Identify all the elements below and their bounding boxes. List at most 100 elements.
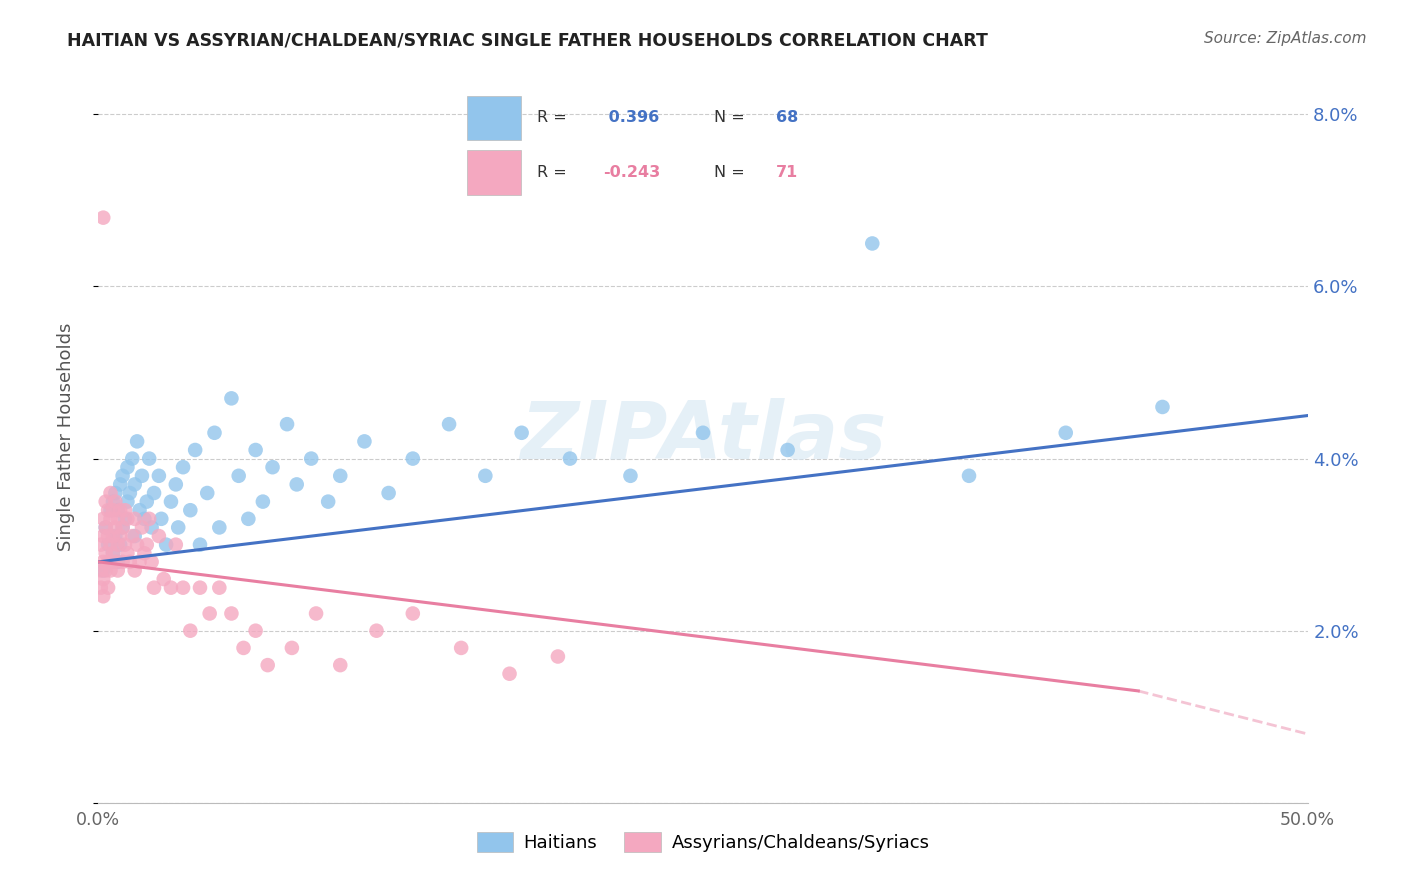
Point	[195, 486, 218, 500]
Point	[108, 477, 131, 491]
Point	[114, 538, 136, 552]
Point	[101, 494, 124, 508]
Point	[91, 572, 114, 586]
Point	[107, 555, 129, 569]
Point	[245, 624, 267, 638]
Point	[124, 512, 146, 526]
Point	[377, 486, 399, 500]
Point	[107, 503, 129, 517]
Point	[128, 503, 150, 517]
Point	[281, 640, 304, 655]
Point	[305, 607, 328, 621]
Point	[114, 512, 136, 526]
Point	[104, 520, 127, 534]
Point	[155, 538, 177, 552]
Point	[450, 640, 472, 655]
Point	[91, 529, 114, 543]
Point	[100, 555, 122, 569]
Point	[97, 538, 120, 552]
Point	[256, 658, 278, 673]
Point	[124, 529, 146, 543]
Point	[353, 434, 375, 449]
Point	[94, 520, 117, 534]
Point	[108, 538, 131, 552]
Point	[101, 546, 124, 560]
Point	[107, 564, 129, 578]
Point	[547, 649, 569, 664]
Point	[100, 512, 122, 526]
Point	[184, 442, 207, 457]
Point	[232, 640, 254, 655]
Point	[143, 486, 166, 500]
Point	[510, 425, 533, 440]
Point	[135, 538, 157, 552]
Point	[100, 538, 122, 552]
Point	[117, 512, 139, 526]
Point	[167, 520, 190, 534]
Point	[108, 503, 131, 517]
Point	[121, 451, 143, 466]
Point	[118, 486, 141, 500]
Point	[692, 425, 714, 440]
Point	[97, 581, 120, 595]
Point	[238, 512, 260, 526]
Point	[179, 624, 201, 638]
Point	[204, 425, 226, 440]
Point	[150, 512, 173, 526]
Point	[121, 529, 143, 543]
Point	[498, 666, 520, 681]
Point	[118, 555, 141, 569]
Point	[474, 468, 496, 483]
Point	[329, 658, 352, 673]
Point	[97, 555, 120, 569]
Point	[111, 468, 134, 483]
Point	[111, 520, 134, 534]
Point	[97, 503, 120, 517]
Point	[165, 477, 187, 491]
Point	[1054, 425, 1077, 440]
Point	[316, 494, 339, 508]
Point	[94, 494, 117, 508]
Point	[160, 581, 183, 595]
Point	[111, 555, 134, 569]
Point	[90, 538, 112, 552]
Point	[91, 564, 114, 578]
Point	[262, 460, 284, 475]
Point	[124, 564, 146, 578]
Point	[91, 555, 114, 569]
Point	[111, 520, 134, 534]
Point	[100, 564, 122, 578]
Point	[366, 624, 388, 638]
Point	[131, 468, 153, 483]
Point	[172, 460, 194, 475]
Point	[131, 520, 153, 534]
Point	[402, 607, 425, 621]
Point	[91, 589, 114, 603]
Text: Source: ZipAtlas.com: Source: ZipAtlas.com	[1204, 31, 1367, 46]
Point	[94, 520, 117, 534]
Point	[558, 451, 581, 466]
Point	[101, 529, 124, 543]
Point	[188, 538, 211, 552]
Y-axis label: Single Father Households: Single Father Households	[56, 323, 75, 551]
Point	[107, 512, 129, 526]
Point	[127, 434, 149, 449]
Point	[104, 486, 127, 500]
Point	[957, 468, 980, 483]
Point	[860, 236, 883, 251]
Point	[141, 555, 163, 569]
Point	[285, 477, 308, 491]
Point	[152, 572, 174, 586]
Point	[329, 468, 352, 483]
Point	[1152, 400, 1174, 414]
Point	[107, 538, 129, 552]
Point	[90, 581, 112, 595]
Point	[776, 442, 799, 457]
Point	[138, 451, 160, 466]
Point	[104, 494, 127, 508]
Point	[165, 538, 187, 552]
Point	[100, 486, 122, 500]
Point	[252, 494, 274, 508]
Point	[94, 564, 117, 578]
Point	[117, 460, 139, 475]
